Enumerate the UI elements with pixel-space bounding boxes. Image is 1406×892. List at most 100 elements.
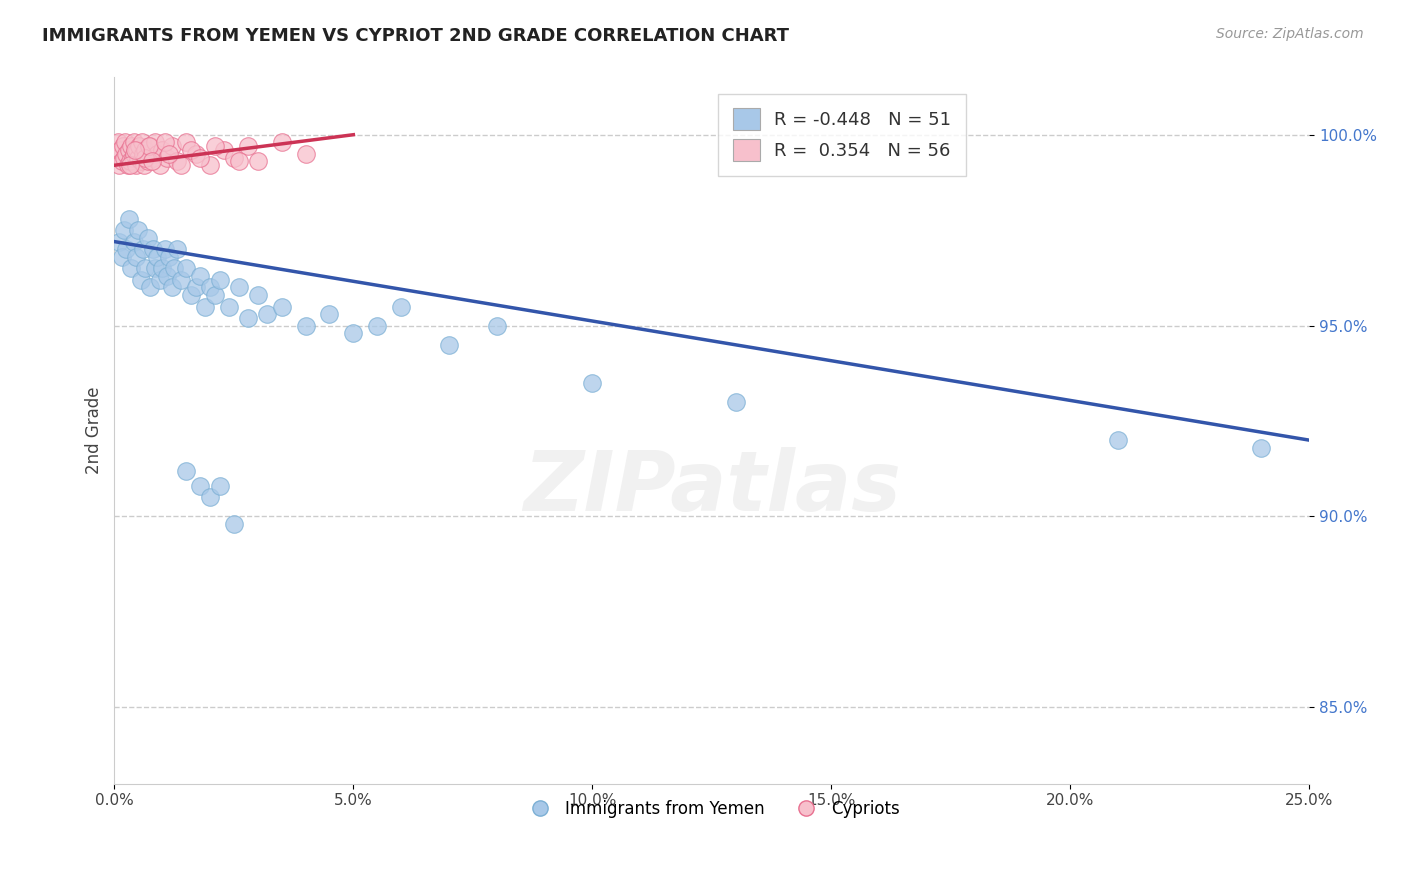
Point <box>110 154 132 169</box>
Point <box>136 231 159 245</box>
Point <box>150 143 173 157</box>
Point <box>124 146 146 161</box>
Point <box>1250 441 1272 455</box>
Point <box>108 158 131 172</box>
Point <box>170 273 193 287</box>
Point <box>110 250 132 264</box>
Point <box>238 310 260 325</box>
Point <box>342 326 364 341</box>
Point <box>134 143 156 157</box>
Point <box>208 479 231 493</box>
Point <box>153 242 176 256</box>
Point <box>127 151 149 165</box>
Point <box>485 318 508 333</box>
Point <box>246 288 269 302</box>
Point <box>136 154 159 169</box>
Point <box>132 158 155 172</box>
Point <box>160 280 183 294</box>
Point <box>204 139 226 153</box>
Point <box>180 288 202 302</box>
Point <box>228 154 250 169</box>
Point <box>118 143 141 157</box>
Point <box>184 280 207 294</box>
Point <box>437 337 460 351</box>
Point <box>1107 433 1129 447</box>
Point <box>218 300 240 314</box>
Point <box>581 376 603 390</box>
Point <box>180 143 202 157</box>
Point <box>366 318 388 333</box>
Point <box>166 154 188 169</box>
Point <box>108 235 131 249</box>
Point <box>238 139 260 153</box>
Point <box>125 250 148 264</box>
Point <box>294 146 316 161</box>
Point <box>127 143 149 157</box>
Point <box>174 136 197 150</box>
Point <box>105 146 128 161</box>
Point <box>184 146 207 161</box>
Point <box>150 261 173 276</box>
Point <box>132 242 155 256</box>
Point <box>124 143 146 157</box>
Point <box>128 139 150 153</box>
Point <box>143 261 166 276</box>
Point <box>129 154 152 169</box>
Point <box>270 136 292 150</box>
Point <box>121 151 143 165</box>
Point <box>146 250 169 264</box>
Point <box>153 136 176 150</box>
Point <box>214 143 236 157</box>
Point <box>139 139 162 153</box>
Point <box>112 223 135 237</box>
Point <box>142 242 165 256</box>
Point <box>198 158 221 172</box>
Point <box>149 158 172 172</box>
Point <box>146 146 169 161</box>
Point <box>118 154 141 169</box>
Point <box>117 158 139 172</box>
Point <box>190 151 212 165</box>
Point <box>222 151 245 165</box>
Point <box>256 307 278 321</box>
Point <box>389 300 412 314</box>
Point <box>138 139 160 153</box>
Point <box>141 154 163 169</box>
Point <box>318 307 340 321</box>
Point <box>228 280 250 294</box>
Point <box>143 136 166 150</box>
Point <box>118 211 141 226</box>
Point <box>149 273 172 287</box>
Point <box>132 146 155 161</box>
Point <box>122 235 145 249</box>
Point <box>222 517 245 532</box>
Point <box>112 151 135 165</box>
Point <box>142 151 165 165</box>
Point <box>125 158 148 172</box>
Point <box>157 250 180 264</box>
Point <box>127 223 149 237</box>
Point <box>111 139 134 153</box>
Point <box>156 151 179 165</box>
Point <box>134 151 156 165</box>
Point <box>190 479 212 493</box>
Text: ZIPatlas: ZIPatlas <box>523 447 901 527</box>
Point <box>174 261 197 276</box>
Point <box>270 300 292 314</box>
Point <box>163 261 186 276</box>
Point <box>198 491 221 505</box>
Legend: Immigrants from Yemen, Cypriots: Immigrants from Yemen, Cypriots <box>517 794 907 825</box>
Point <box>114 136 136 150</box>
Point <box>174 464 197 478</box>
Point <box>131 136 153 150</box>
Point <box>160 139 183 153</box>
Point <box>294 318 316 333</box>
Point <box>204 288 226 302</box>
Text: IMMIGRANTS FROM YEMEN VS CYPRIOT 2ND GRADE CORRELATION CHART: IMMIGRANTS FROM YEMEN VS CYPRIOT 2ND GRA… <box>42 27 789 45</box>
Point <box>198 280 221 294</box>
Point <box>156 268 179 283</box>
Point <box>108 143 131 157</box>
Point <box>134 261 156 276</box>
Point <box>129 273 152 287</box>
Point <box>115 242 138 256</box>
